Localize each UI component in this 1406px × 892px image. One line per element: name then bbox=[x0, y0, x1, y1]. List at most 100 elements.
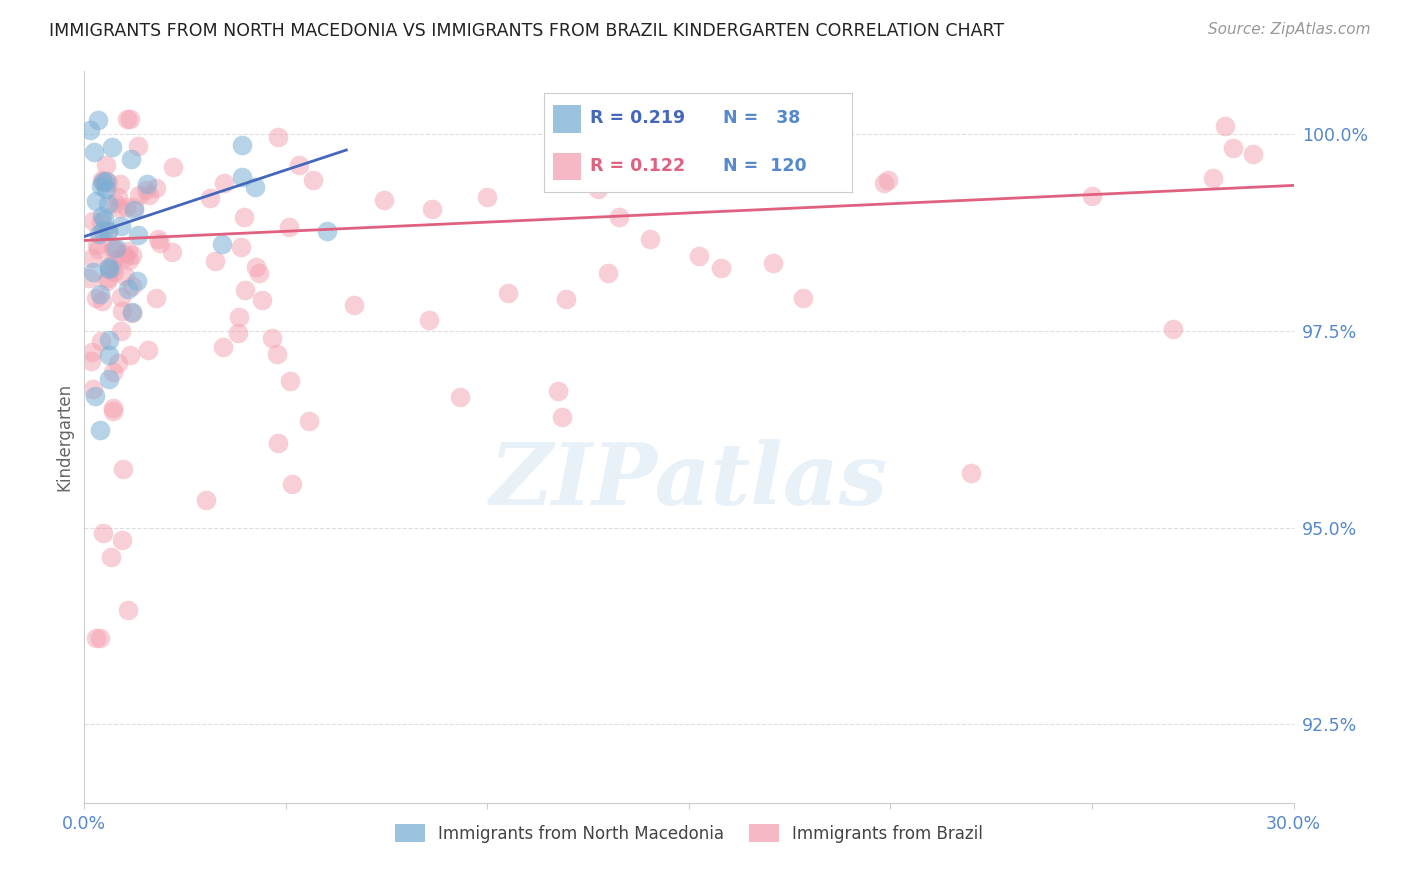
Point bbox=[960, 466, 983, 480]
Point bbox=[101, 401, 124, 415]
Point bbox=[160, 244, 183, 259]
Text: ZIPatlas: ZIPatlas bbox=[489, 439, 889, 523]
Point bbox=[877, 173, 900, 187]
Point bbox=[114, 250, 136, 264]
Point bbox=[1081, 189, 1104, 203]
Point bbox=[231, 240, 253, 254]
Point bbox=[96, 273, 118, 287]
Point bbox=[195, 493, 218, 508]
Point bbox=[146, 232, 169, 246]
Point bbox=[547, 384, 569, 399]
Point bbox=[586, 181, 609, 195]
Point bbox=[86, 238, 108, 252]
Point bbox=[91, 210, 114, 224]
Point bbox=[688, 249, 710, 263]
Point bbox=[638, 232, 661, 246]
Point bbox=[266, 347, 288, 361]
Point bbox=[420, 202, 443, 216]
Point bbox=[127, 274, 149, 288]
Point bbox=[298, 414, 321, 428]
Point bbox=[97, 224, 120, 238]
Point bbox=[128, 188, 150, 202]
Point bbox=[87, 113, 110, 128]
Point bbox=[103, 365, 125, 379]
Point bbox=[145, 291, 167, 305]
Point bbox=[82, 251, 104, 265]
Point bbox=[98, 371, 121, 385]
Point bbox=[231, 137, 253, 152]
Point bbox=[607, 211, 630, 225]
Point bbox=[550, 410, 572, 425]
Point bbox=[107, 189, 129, 203]
Point bbox=[104, 196, 127, 211]
Point bbox=[121, 279, 143, 293]
Point bbox=[86, 243, 108, 257]
Point bbox=[1213, 120, 1236, 134]
Point bbox=[86, 194, 108, 209]
Point bbox=[496, 285, 519, 300]
Point bbox=[598, 266, 620, 280]
Point bbox=[267, 130, 290, 145]
Point bbox=[302, 173, 325, 187]
Point bbox=[80, 345, 103, 359]
Point bbox=[718, 112, 741, 126]
Point bbox=[449, 390, 471, 404]
Point bbox=[118, 348, 141, 362]
Point bbox=[278, 375, 301, 389]
Point bbox=[89, 287, 111, 301]
Point bbox=[250, 293, 273, 307]
Point bbox=[228, 310, 250, 324]
Point bbox=[198, 191, 221, 205]
Point bbox=[111, 303, 134, 318]
Point bbox=[108, 202, 131, 216]
Point bbox=[127, 139, 149, 153]
Point bbox=[232, 210, 254, 224]
Point bbox=[97, 259, 120, 273]
Point bbox=[235, 283, 257, 297]
Point bbox=[93, 224, 115, 238]
Point bbox=[110, 324, 132, 338]
Point bbox=[267, 436, 290, 450]
Point bbox=[136, 177, 159, 191]
Point bbox=[110, 290, 132, 304]
Point bbox=[792, 291, 814, 305]
Point bbox=[1222, 141, 1244, 155]
Point bbox=[245, 260, 267, 274]
Point bbox=[114, 269, 136, 284]
Point bbox=[555, 292, 578, 306]
Point bbox=[108, 177, 131, 191]
Point bbox=[1202, 170, 1225, 185]
Point bbox=[231, 170, 253, 185]
Point bbox=[247, 266, 270, 280]
Point bbox=[90, 334, 112, 349]
Point bbox=[94, 174, 117, 188]
Point bbox=[162, 160, 184, 174]
Point bbox=[84, 631, 107, 645]
Point bbox=[82, 383, 104, 397]
Point bbox=[278, 219, 301, 234]
Point bbox=[135, 183, 157, 197]
Point bbox=[97, 348, 120, 362]
Point bbox=[103, 253, 125, 268]
Point bbox=[82, 214, 104, 228]
Point bbox=[117, 253, 139, 268]
Point bbox=[111, 533, 134, 547]
Point bbox=[114, 200, 136, 214]
Point bbox=[97, 260, 120, 275]
Point bbox=[710, 260, 733, 275]
Point bbox=[90, 294, 112, 309]
Point bbox=[79, 122, 101, 136]
Point bbox=[103, 241, 125, 255]
Point bbox=[84, 292, 107, 306]
Point bbox=[97, 261, 120, 276]
Point bbox=[110, 219, 132, 233]
Legend: Immigrants from North Macedonia, Immigrants from Brazil: Immigrants from North Macedonia, Immigra… bbox=[388, 818, 990, 849]
Point bbox=[91, 173, 114, 187]
Point bbox=[418, 312, 440, 326]
Point bbox=[343, 298, 366, 312]
Point bbox=[89, 631, 111, 645]
Point bbox=[288, 158, 311, 172]
Point bbox=[121, 305, 143, 319]
Point bbox=[89, 227, 111, 241]
Point bbox=[105, 241, 128, 255]
